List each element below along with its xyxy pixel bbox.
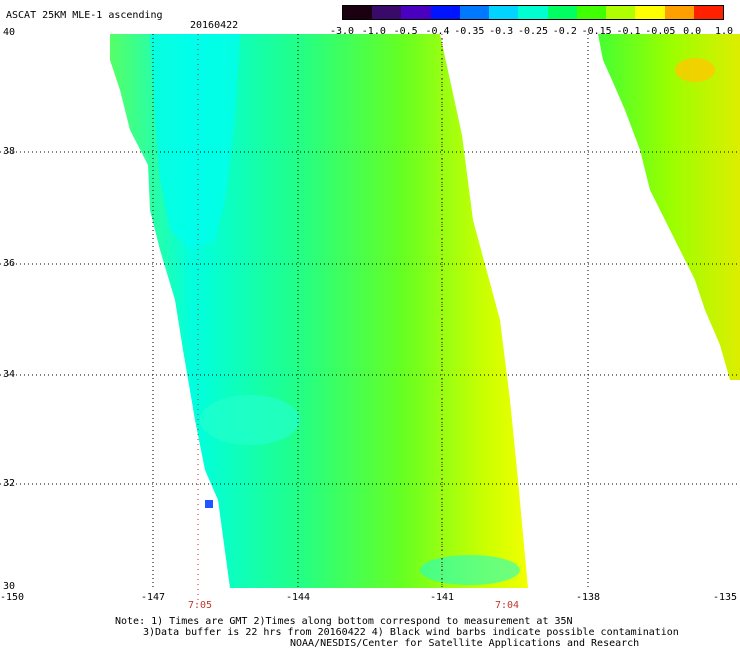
colorbar-label-12: 1.0 [714,26,734,37]
colorbar-label-7: -0.2 [552,26,577,37]
swath-left-blue-spot [205,500,213,508]
colorbar-swatch-8 [576,6,607,19]
lon-label-138: -138 [575,592,601,603]
swath-left-cyan-patch [200,395,300,445]
colorbar-label-6: -0.25 [517,26,549,37]
colorbar-label-10: -0.05 [645,26,676,37]
lat-label-32: 32 [3,478,16,489]
footer-note-2: 3)Data buffer is 22 hrs from 20160422 4)… [143,627,679,638]
colorbar-swatch-0 [343,6,373,19]
swath-left-cyan-patch-2 [420,555,520,585]
colorbar-swatch-3 [430,6,460,19]
swath-right [598,34,740,380]
colorbar-swatch-12 [693,6,724,19]
colorbar-swatch-1 [372,6,402,19]
time-label-1: 7:05 [187,600,213,611]
colorbar-label-11: 0.0 [683,26,702,37]
colorbar [342,5,724,20]
colorbar-label-4: -0.35 [454,26,485,37]
footer-note-1: Note: 1) Times are GMT 2)Times along bot… [115,616,573,627]
colorbar-swatch-6 [518,6,548,19]
lon-label-141: -141 [429,592,455,603]
lat-label-40: 40 [3,27,16,38]
date-label: 20160422 [190,20,239,31]
lat-label-38: 38 [3,146,16,157]
colorbar-swatch-10 [635,6,665,19]
lon-label-135: -135 [712,592,738,603]
swath-right-orange-patch [675,58,715,82]
graticule [0,34,740,588]
swath-left-cyan-band [150,34,240,250]
chart-title: ASCAT 25KM MLE-1 ascending [6,10,163,21]
colorbar-swatch-5 [489,6,519,19]
colorbar-swatch-7 [547,6,577,19]
colorbar-label-3: -0.4 [425,26,450,37]
lat-label-34: 34 [3,369,16,380]
colorbar-swatch-9 [606,6,636,19]
colorbar-label-2: -0.5 [393,26,418,37]
lat-label-30: 30 [3,581,16,592]
lon-label-150: -150 [0,592,25,603]
lon-label-147: -147 [140,592,166,603]
colorbar-label-5: -0.3 [489,26,514,37]
colorbar-swatch-4 [459,6,490,19]
lon-label-144: -144 [285,592,311,603]
colorbar-label-0: -3.0 [329,26,355,37]
colorbar-label-8: -0.15 [581,26,612,37]
lat-label-36: 36 [3,258,16,269]
colorbar-label-9: -0.1 [616,26,641,37]
footer-credit: NOAA/NESDIS/Center for Satellite Applica… [290,638,640,649]
time-label-2: 7:04 [494,600,520,611]
colorbar-label-1: -1.0 [361,26,386,37]
colorbar-swatch-2 [401,6,431,19]
colorbar-swatch-11 [664,6,694,19]
